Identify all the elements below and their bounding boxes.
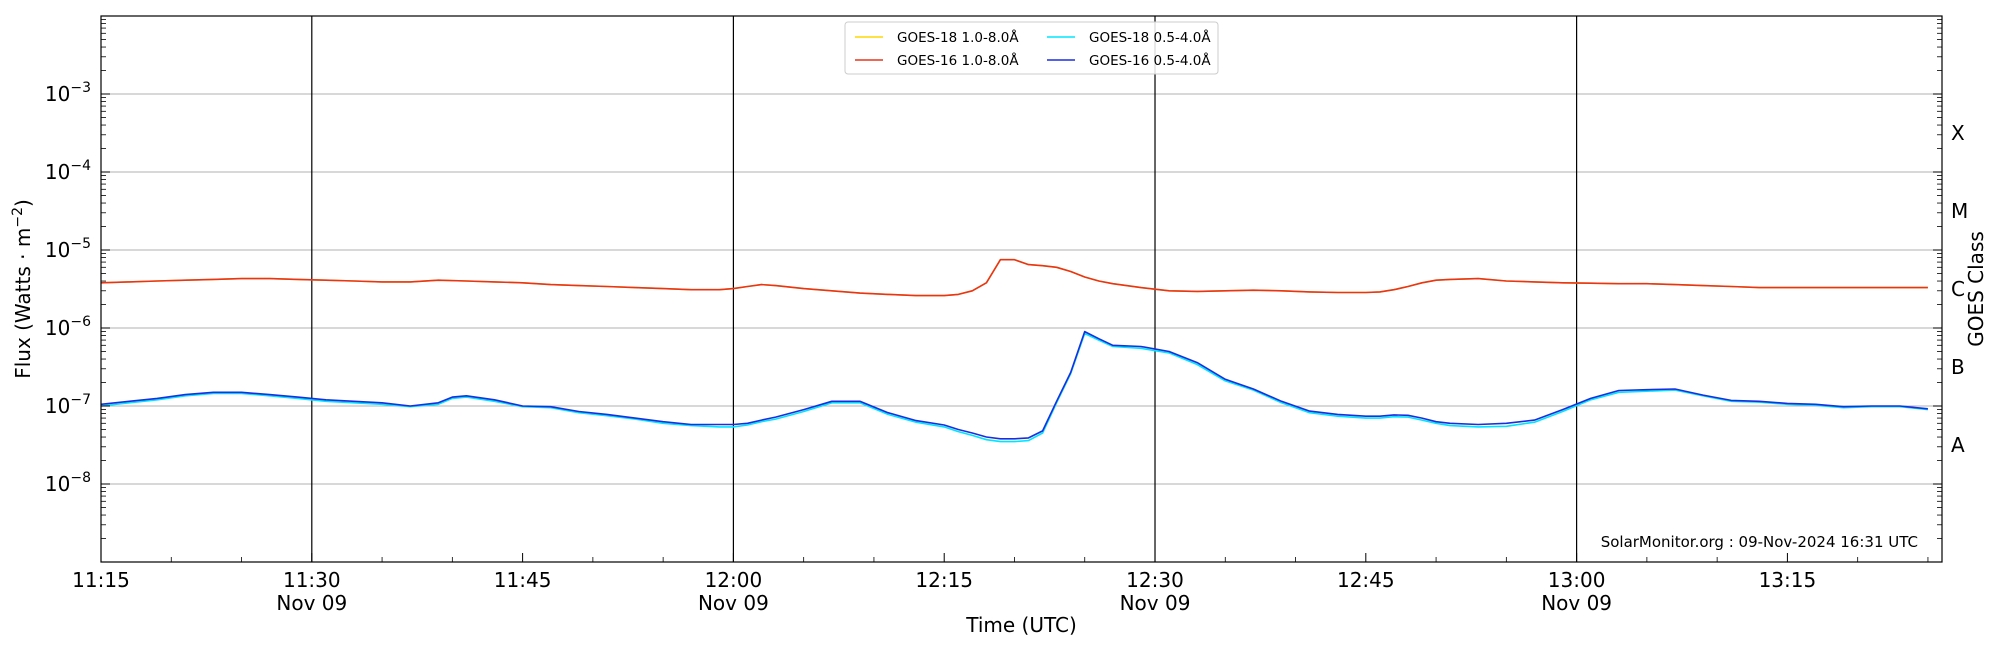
goes-class-axis-title: GOES Class	[1964, 231, 1988, 347]
x-tick-label: 12:15	[915, 568, 973, 592]
plot-frame	[100, 15, 1943, 563]
y-tick-labels: 10−8 10−7 10−6 10−5 10−4 10−3	[45, 80, 91, 496]
goes-class-label: A	[1951, 433, 1965, 457]
x-axis-title: Time (UTC)	[965, 613, 1077, 637]
goes-class-labels: A B C M X	[1951, 121, 1968, 457]
goes-class-label: B	[1951, 355, 1965, 379]
x-tick-label: 13:15	[1759, 568, 1817, 592]
x-tick-date-label: Nov 09	[276, 591, 347, 615]
axis-ticks	[100, 15, 1942, 563]
y-tick-label: 10−4	[45, 158, 91, 184]
x-tick-date-label: Nov 09	[698, 591, 769, 615]
legend-label: GOES-16 1.0-8.0Å	[897, 52, 1019, 69]
y-tick-label: 10−6	[45, 314, 91, 340]
y-axis-title-main: Flux (Watts · m	[11, 228, 35, 379]
legend-label: GOES-18 0.5-4.0Å	[1089, 29, 1211, 46]
goes-class-label: M	[1951, 199, 1968, 223]
goes-class-label: C	[1951, 277, 1965, 301]
x-tick-label: 12:30	[1126, 568, 1184, 592]
x-tick-label: 11:15	[72, 568, 130, 592]
y-axis-title-superscript: −2	[10, 207, 26, 228]
y-tick-label: 10−7	[45, 392, 91, 418]
series-line-1	[100, 258, 1928, 297]
legend-label: GOES-16 0.5-4.0Å	[1089, 52, 1211, 69]
x-tick-label: 12:00	[705, 568, 763, 592]
goes-class-label: X	[1951, 121, 1965, 145]
x-tick-label: 13:00	[1548, 568, 1606, 592]
series-line-3	[100, 330, 1928, 440]
x-tick-label: 11:30	[283, 568, 341, 592]
legend-box	[844, 21, 1219, 75]
legend-label: GOES-18 1.0-8.0Å	[897, 29, 1019, 46]
y-tick-label: 10−8	[45, 470, 91, 496]
series-line-2	[100, 332, 1928, 443]
x-tick-label: 11:45	[494, 568, 552, 592]
x-tick-date-label: Nov 09	[1120, 591, 1191, 615]
y-axis-title-close: )	[11, 199, 35, 207]
y-tick-label: 10−3	[45, 80, 91, 106]
legend: GOES-18 1.0-8.0Å GOES-18 0.5-4.0Å GOES-16 …	[844, 21, 1219, 75]
x-tick-label: 12:45	[1337, 568, 1395, 592]
y-tick-label: 10−5	[45, 236, 91, 262]
y-axis-title: Flux (Watts · m−2)	[10, 199, 35, 379]
series-lines	[100, 258, 1928, 443]
credit-text: SolarMonitor.org : 09-Nov-2024 16:31 UTC	[1601, 533, 1918, 551]
x-tick-date-label: Nov 09	[1541, 591, 1612, 615]
